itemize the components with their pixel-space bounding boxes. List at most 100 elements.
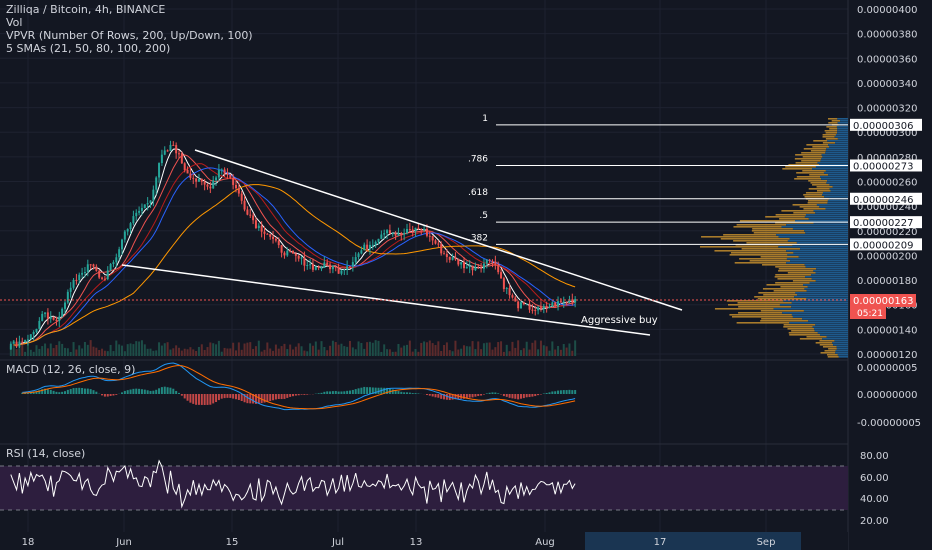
vpvr-row bbox=[825, 208, 848, 210]
vpvr-row bbox=[799, 206, 820, 208]
macd-hist bbox=[349, 390, 351, 394]
candle-body bbox=[243, 200, 246, 210]
time-tick: Aug bbox=[535, 537, 555, 548]
candle-body bbox=[197, 178, 200, 182]
volume-bar bbox=[380, 351, 383, 356]
volume-bar bbox=[260, 351, 263, 356]
vpvr-row bbox=[776, 234, 848, 236]
macd-hist bbox=[551, 391, 554, 394]
vpvr-row bbox=[825, 132, 838, 134]
volume-bar bbox=[29, 349, 32, 356]
vpvr-row bbox=[752, 228, 793, 230]
candle-body bbox=[488, 259, 491, 261]
volume-bar bbox=[263, 349, 266, 356]
vpvr-row bbox=[811, 274, 848, 276]
price-axis-labels: 0.00000400 0.00000380 0.00000360 0.00000340… bbox=[857, 5, 921, 527]
annotation-text[interactable]: Aggressive buy bbox=[581, 315, 658, 326]
vpvr-row bbox=[822, 346, 837, 348]
candle-body bbox=[195, 178, 198, 182]
candle-body bbox=[531, 309, 534, 311]
fib-retracement[interactable]: 1 .786 .618 .5 .382 bbox=[468, 114, 848, 245]
macd-hist bbox=[505, 394, 508, 397]
candle-body bbox=[183, 163, 186, 170]
vpvr-row bbox=[835, 352, 848, 354]
macd-hist bbox=[497, 393, 500, 394]
volume-bar bbox=[457, 349, 460, 356]
vpvr-row bbox=[789, 238, 848, 240]
vpvr-row bbox=[805, 232, 848, 234]
volume-bar bbox=[118, 344, 121, 356]
macd-hist bbox=[223, 394, 226, 399]
macd-hist bbox=[525, 394, 528, 398]
vpvr-row bbox=[778, 246, 848, 248]
candle-body bbox=[428, 235, 431, 237]
candle-body bbox=[551, 302, 554, 307]
vpvr-row bbox=[807, 286, 848, 288]
vpvr-row bbox=[816, 186, 833, 188]
volume-bar bbox=[15, 349, 18, 356]
vpvr-row bbox=[819, 340, 835, 342]
candle-body bbox=[297, 255, 300, 259]
candle-body bbox=[517, 301, 520, 309]
vpvr-row bbox=[739, 258, 787, 260]
candle-body bbox=[542, 306, 545, 309]
volume-bar bbox=[371, 342, 374, 356]
candle-body bbox=[562, 301, 565, 303]
candle-body bbox=[477, 267, 480, 269]
rsi-path bbox=[10, 459, 576, 509]
macd-hist bbox=[237, 394, 240, 400]
candle-body bbox=[64, 302, 66, 309]
vpvr-row bbox=[808, 188, 830, 190]
candle-body bbox=[514, 297, 517, 302]
vpvr-row bbox=[837, 132, 848, 134]
macd-tick: 0.00000005 bbox=[857, 363, 917, 374]
macd-hist bbox=[480, 394, 483, 396]
volume-bar bbox=[431, 343, 434, 356]
candle-body bbox=[260, 225, 263, 232]
vpvr-row bbox=[778, 268, 817, 270]
volume-bar bbox=[280, 346, 283, 356]
time-tick: 13 bbox=[410, 537, 423, 548]
vpvr-row bbox=[829, 184, 848, 186]
volume-bar bbox=[106, 351, 109, 356]
fib-tag bbox=[850, 216, 922, 229]
macd-hist bbox=[477, 394, 480, 397]
vpvr-row bbox=[795, 292, 848, 294]
macd-hist bbox=[226, 394, 229, 398]
volume-bar bbox=[35, 345, 38, 356]
macd-hist bbox=[391, 389, 394, 394]
vpvr-row bbox=[808, 180, 828, 182]
volume-bar bbox=[123, 351, 126, 356]
macd-hist bbox=[52, 390, 55, 394]
vpvr-row bbox=[815, 212, 848, 214]
vpvr-row bbox=[738, 312, 783, 314]
volume-bar bbox=[41, 346, 44, 356]
vpvr-row bbox=[736, 224, 787, 226]
vpvr-row bbox=[824, 196, 848, 198]
macd-hist bbox=[371, 387, 374, 394]
macd-hist bbox=[95, 391, 98, 394]
candle-body bbox=[132, 216, 135, 224]
volume-bar bbox=[368, 341, 371, 356]
volume-bar bbox=[32, 351, 35, 356]
macd-hist bbox=[209, 394, 212, 405]
volume-bar bbox=[135, 341, 138, 356]
volume-bar bbox=[257, 340, 260, 356]
macd-hist bbox=[443, 394, 446, 400]
candle-body bbox=[69, 287, 72, 292]
volume-bar bbox=[309, 343, 312, 356]
volume-bar bbox=[463, 345, 465, 356]
vpvr-row bbox=[701, 236, 779, 238]
future-range bbox=[585, 532, 801, 550]
vpvr-row bbox=[741, 248, 801, 250]
vpvr-row bbox=[833, 344, 848, 346]
vpvr-row bbox=[791, 314, 848, 316]
upper-trendline[interactable] bbox=[194, 149, 683, 311]
macd-hist bbox=[92, 390, 95, 394]
vpvr-row bbox=[729, 314, 792, 316]
macd-hist bbox=[269, 394, 272, 401]
volume-bar bbox=[277, 348, 280, 356]
candle-body bbox=[266, 233, 269, 235]
volume-bar bbox=[217, 340, 220, 356]
